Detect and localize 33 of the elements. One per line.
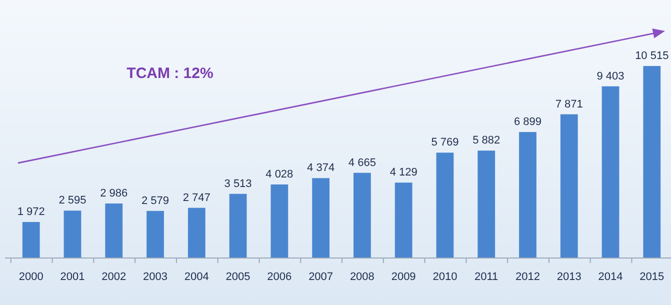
data-label: 4 028	[266, 168, 294, 180]
data-label: 4 665	[348, 156, 376, 169]
data-label: 2 747	[182, 192, 210, 204]
data-label: 2 595	[58, 194, 86, 207]
data-label: 10 515	[635, 50, 669, 62]
x-tick-label: 2006	[267, 271, 292, 283]
data-label: 3 513	[224, 178, 252, 190]
x-tick-label: 2013	[556, 271, 582, 283]
x-tick-label: 2005	[226, 271, 250, 283]
x-tick-label: 2007	[308, 271, 334, 283]
x-tick-label: 2010	[432, 271, 458, 283]
x-tick-label: 2008	[350, 271, 374, 283]
x-tick-label: 2011	[474, 271, 498, 283]
data-label: 5 769	[431, 136, 459, 149]
x-tick-label: 2004	[184, 271, 209, 283]
x-tick-label: 2003	[143, 271, 168, 283]
x-tick-label: 2015	[640, 271, 664, 283]
data-label: 4 129	[390, 166, 418, 179]
data-label: 1 972	[17, 206, 45, 218]
annotation: TCAM : 12%	[126, 65, 214, 82]
x-tick-label: 2014	[598, 271, 623, 283]
data-label: 4 374	[307, 162, 335, 174]
data-label: 9 403	[596, 70, 624, 82]
x-tick-label: 2001	[60, 271, 85, 283]
data-label: 5 882	[472, 134, 500, 147]
data-label: 2 579	[142, 194, 170, 207]
data-label: 7 871	[555, 98, 583, 110]
x-tick-label: 2012	[515, 271, 540, 283]
data-label: 6 899	[514, 116, 542, 128]
x-tick-label: 2000	[18, 271, 44, 283]
data-label: 2 986	[100, 187, 128, 200]
x-tick-label: 2002	[102, 271, 126, 283]
x-tick-label: 2009	[391, 271, 416, 283]
